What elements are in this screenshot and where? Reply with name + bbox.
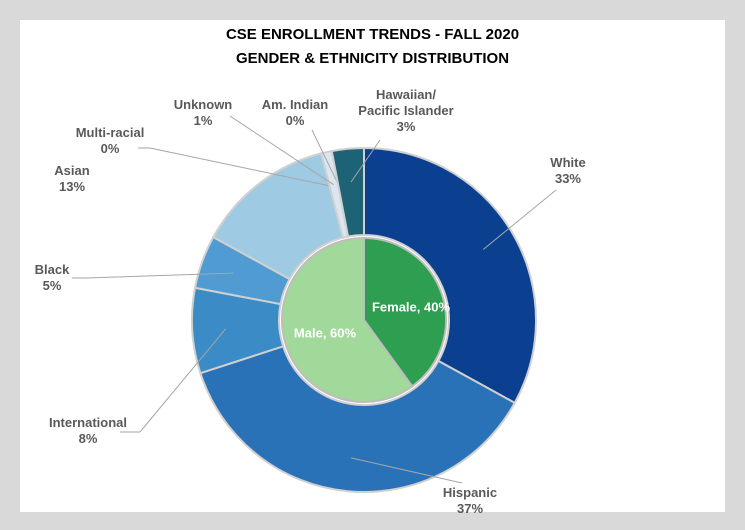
ring-slice [199, 345, 517, 494]
slice-label: International 8% [49, 415, 127, 447]
leader-line [350, 139, 381, 183]
leader-line [85, 272, 234, 279]
category-label: Hispanic [442, 485, 498, 500]
category-label: Unknown [173, 97, 233, 112]
slice-label: Hispanic 37% [443, 485, 497, 517]
leader-line [139, 328, 227, 433]
ring-slice [330, 146, 365, 238]
leader-line [350, 457, 463, 484]
category-label: Hawaiian/ Pacific Islander [358, 87, 454, 118]
slice-label: Female, 40% [371, 299, 451, 315]
value-label: 13% [58, 179, 86, 194]
slice-label: Unknown 1% [174, 97, 233, 129]
value-label: 5% [42, 278, 62, 293]
slice-label: Multi-racial 0% [76, 125, 145, 157]
slice-label: Am. Indian 0% [262, 97, 328, 129]
category-label: Black [34, 262, 70, 277]
category-label: Multi-racial [75, 125, 145, 140]
category-label: White [550, 155, 586, 170]
value-label: 33% [554, 171, 582, 186]
pie-slice [281, 236, 414, 403]
value-label: 37% [456, 501, 484, 516]
slice-label: White 33% [550, 155, 585, 187]
leader-line [229, 115, 335, 186]
value-label: 0% [285, 113, 305, 128]
value-label: 0% [100, 141, 120, 156]
category-label: International [48, 415, 128, 430]
category-label: Asian [54, 163, 90, 178]
ring-slice [363, 146, 537, 405]
value-label: 8% [78, 431, 98, 446]
slice-label: Black 5% [35, 262, 70, 294]
slice-label: Asian 13% [54, 163, 89, 195]
leader-line [149, 147, 330, 187]
pie-slice [363, 236, 447, 388]
leader-line [482, 189, 557, 250]
chart-title: CSE ENROLLMENT TRENDS - FALL 2020 [225, 26, 520, 43]
value-label: 1% [193, 113, 213, 128]
chart-subtitle: GENDER & ETHNICITY DISTRIBUTION [235, 50, 510, 67]
category-label: Am. Indian [261, 97, 329, 112]
slice-label: Hawaiian/ Pacific Islander 3% [358, 87, 454, 135]
value-label: 3% [396, 119, 416, 134]
leader-line [311, 129, 339, 185]
slice-label: Male, 60% [293, 325, 357, 341]
